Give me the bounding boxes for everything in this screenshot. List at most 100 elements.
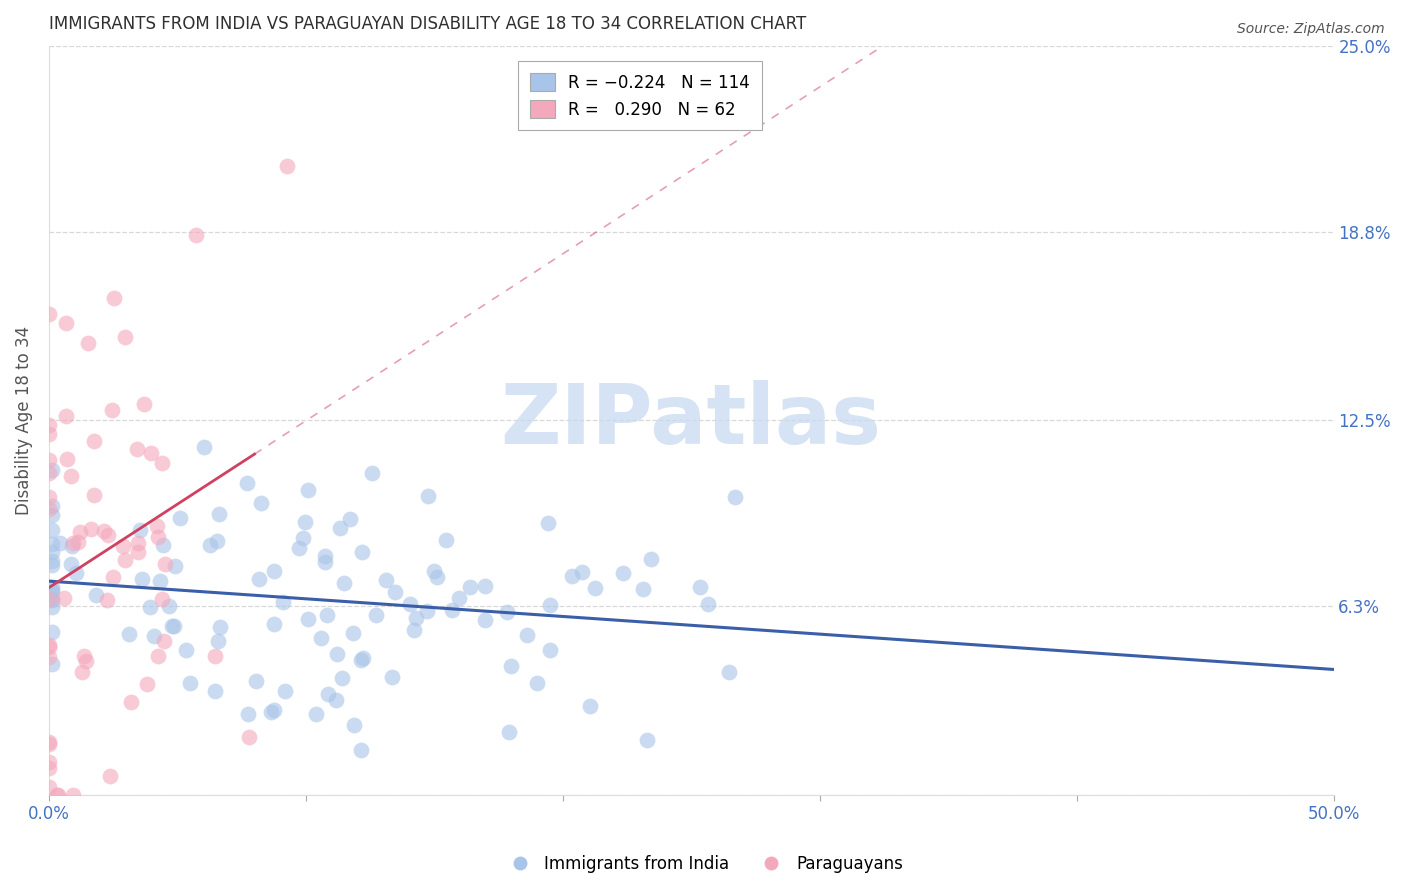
Point	[38, 780, 60, 794]
Point	[458, 580, 481, 594]
Point	[186, 227, 208, 242]
Point	[65, 566, 87, 580]
Point	[112, 539, 135, 553]
Point	[127, 545, 149, 559]
Point	[571, 565, 593, 579]
Point	[77, 336, 100, 351]
Legend: R = −0.224   N = 114, R =   0.290   N = 62: R = −0.224 N = 114, R = 0.290 N = 62	[519, 62, 762, 130]
Point	[204, 683, 226, 698]
Point	[153, 633, 176, 648]
Point	[207, 633, 229, 648]
Point	[717, 665, 740, 680]
Point	[245, 674, 267, 689]
Point	[70, 665, 93, 680]
Point	[689, 580, 711, 594]
Point	[38, 453, 60, 467]
Point	[38, 640, 60, 655]
Point	[561, 568, 583, 582]
Point	[38, 490, 60, 504]
Point	[121, 695, 143, 709]
Point	[146, 519, 169, 533]
Point	[141, 446, 163, 460]
Point	[38, 735, 60, 749]
Point	[41, 593, 63, 607]
Point	[402, 623, 425, 637]
Point	[46, 788, 69, 802]
Point	[274, 683, 297, 698]
Point	[157, 599, 180, 613]
Point	[98, 769, 121, 783]
Point	[474, 614, 496, 628]
Legend: Immigrants from India, Paraguayans: Immigrants from India, Paraguayans	[496, 848, 910, 880]
Point	[41, 600, 63, 615]
Point	[526, 676, 548, 690]
Point	[309, 631, 332, 645]
Point	[276, 159, 298, 173]
Point	[41, 657, 63, 671]
Point	[416, 604, 439, 618]
Point	[169, 511, 191, 525]
Point	[339, 512, 361, 526]
Point	[38, 638, 60, 652]
Point	[146, 531, 169, 545]
Point	[193, 440, 215, 454]
Point	[60, 539, 83, 553]
Point	[41, 463, 63, 477]
Point	[496, 605, 519, 619]
Point	[325, 693, 347, 707]
Point	[238, 707, 260, 722]
Point	[263, 617, 285, 632]
Point	[179, 676, 201, 690]
Text: Source: ZipAtlas.com: Source: ZipAtlas.com	[1237, 22, 1385, 37]
Y-axis label: Disability Age 18 to 34: Disability Age 18 to 34	[15, 326, 32, 515]
Point	[38, 418, 60, 433]
Point	[423, 564, 446, 578]
Point	[724, 491, 747, 505]
Point	[538, 642, 561, 657]
Point	[537, 516, 560, 530]
Point	[150, 591, 173, 606]
Point	[41, 580, 63, 594]
Point	[612, 566, 634, 581]
Point	[41, 508, 63, 523]
Point	[41, 584, 63, 599]
Point	[163, 619, 186, 633]
Point	[117, 627, 139, 641]
Point	[314, 549, 336, 563]
Point	[208, 508, 231, 522]
Point	[49, 535, 72, 549]
Point	[631, 582, 654, 596]
Point	[38, 427, 60, 442]
Point	[350, 545, 373, 559]
Point	[83, 488, 105, 502]
Point	[326, 647, 349, 661]
Point	[498, 724, 520, 739]
Point	[38, 755, 60, 769]
Point	[41, 537, 63, 551]
Point	[135, 677, 157, 691]
Point	[288, 541, 311, 556]
Point	[41, 583, 63, 598]
Point	[38, 737, 60, 751]
Point	[38, 762, 60, 776]
Point	[59, 557, 82, 571]
Point	[381, 670, 404, 684]
Point	[129, 523, 152, 537]
Point	[62, 788, 84, 802]
Point	[416, 489, 439, 503]
Point	[305, 707, 328, 722]
Point	[60, 469, 83, 483]
Point	[350, 743, 373, 757]
Point	[352, 650, 374, 665]
Point	[103, 570, 125, 584]
Point	[41, 499, 63, 513]
Point	[75, 654, 97, 668]
Point	[132, 397, 155, 411]
Point	[247, 573, 270, 587]
Point	[329, 521, 352, 535]
Point	[152, 456, 174, 470]
Point	[314, 555, 336, 569]
Point	[250, 496, 273, 510]
Point	[297, 612, 319, 626]
Point	[138, 600, 160, 615]
